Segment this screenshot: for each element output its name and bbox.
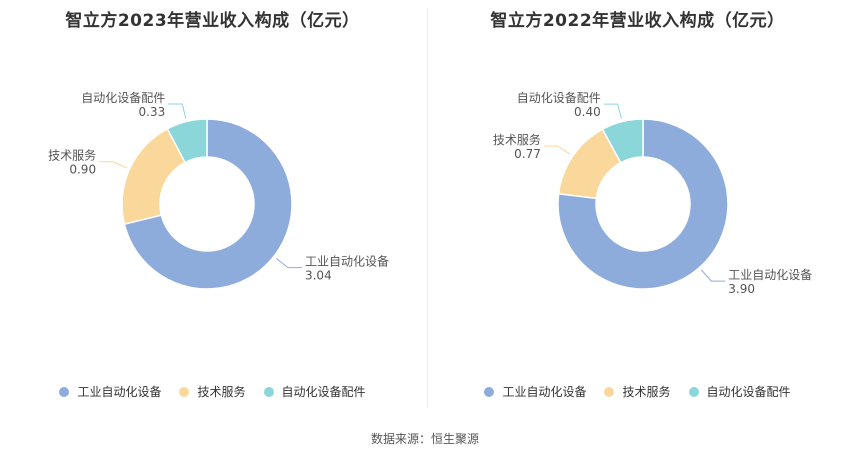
legend-dot-tech-service	[179, 386, 190, 397]
label-tech-service-value: 0.77	[514, 147, 541, 161]
label-tech-service-value: 0.90	[69, 163, 96, 177]
data-source-note: 数据来源：恒生聚源	[370, 432, 479, 446]
chart-title-2023: 智立方2023年营业收入构成（亿元）	[65, 11, 360, 31]
slice-industrial[interactable]	[557, 118, 729, 290]
label-parts-name: 自动化设备配件	[517, 91, 601, 105]
label-industrial-leader	[700, 269, 726, 282]
legend-label-tech-service: 技术服务	[622, 385, 671, 399]
label-tech-service-leader	[99, 161, 127, 169]
legend-dot-industrial	[59, 386, 70, 397]
label-industrial-value: 3.04	[305, 269, 332, 283]
legend-item-tech-service[interactable]: 技术服务	[604, 383, 671, 400]
legend-item-industrial[interactable]: 工业自动化设备	[59, 383, 161, 400]
legend-item-tech-service[interactable]: 技术服务	[179, 383, 246, 400]
legend-dot-tech-service	[604, 386, 615, 397]
label-tech-service-leader	[543, 145, 571, 155]
legend-label-parts: 自动化设备配件	[281, 385, 366, 399]
chart-title-2022: 智立方2022年营业收入构成（亿元）	[490, 11, 785, 31]
label-parts-name: 自动化设备配件	[81, 91, 165, 105]
slice-parts[interactable]	[166, 118, 208, 164]
legend-dot-parts	[263, 386, 274, 397]
legend-label-industrial: 工业自动化设备	[502, 385, 587, 399]
label-tech-service-name: 技术服务	[493, 132, 541, 147]
label-parts-value: 0.33	[139, 105, 166, 119]
legend-dot-industrial	[484, 386, 495, 397]
label-tech-service-name: 技术服务	[48, 148, 96, 163]
label-parts-value: 0.40	[574, 105, 601, 119]
legend-2023: 工业自动化设备 技术服务 自动化设备配件	[0, 383, 425, 400]
legend-label-tech-service: 技术服务	[197, 385, 246, 399]
legend-item-parts[interactable]: 自动化设备配件	[688, 383, 791, 400]
legend-item-parts[interactable]: 自动化设备配件	[263, 383, 366, 400]
slice-industrial[interactable]	[123, 118, 293, 290]
panel-divider	[427, 8, 428, 408]
legend-item-industrial[interactable]: 工业自动化设备	[484, 383, 586, 400]
label-industrial-name: 工业自动化设备	[728, 268, 812, 282]
legend-label-parts: 自动化设备配件	[706, 385, 791, 399]
slice-parts[interactable]	[601, 118, 644, 164]
legend-dot-parts	[688, 386, 699, 397]
chart-2022: 智立方2022年营业收入构成（亿元） 工业自动化设备 3.90 技术服务 0.77 自动…	[425, 0, 850, 410]
legend-label-industrial: 工业自动化设备	[77, 385, 162, 399]
label-industrial-name: 工业自动化设备	[305, 255, 389, 269]
legend-2022: 工业自动化设备 技术服务 自动化设备配件	[425, 383, 850, 400]
label-parts-leader	[603, 103, 622, 119]
label-parts-leader	[168, 103, 187, 119]
label-industrial-value: 3.90	[728, 282, 755, 296]
label-industrial-leader	[275, 257, 302, 269]
chart-2023: 智立方2023年营业收入构成（亿元） 工业自动化设备 3.04 技术服务 0.90 自动…	[0, 0, 425, 410]
